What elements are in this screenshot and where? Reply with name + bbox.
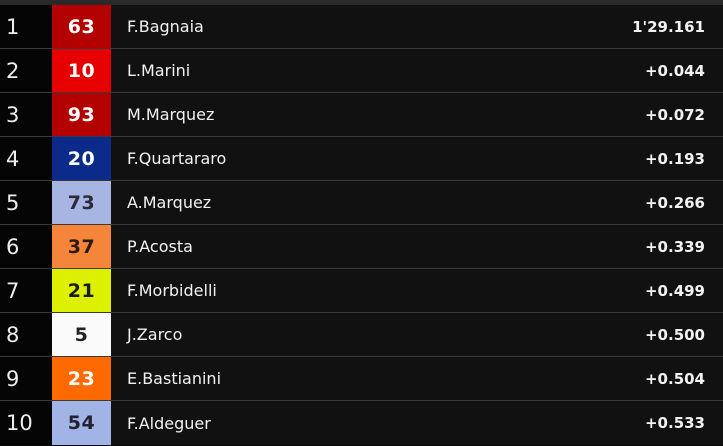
rider-number-badge: 93 bbox=[52, 93, 111, 136]
result-row[interactable]: 1 63 F.Bagnaia 1'29.161 bbox=[0, 5, 723, 49]
position: 4 bbox=[0, 137, 52, 180]
results-table: 1 63 F.Bagnaia 1'29.161 2 10 L.Marini +0… bbox=[0, 5, 723, 445]
lap-time: +0.044 bbox=[644, 61, 705, 80]
rider-name: A.Marquez bbox=[127, 193, 212, 212]
rider-name: P.Acosta bbox=[127, 237, 193, 256]
result-row[interactable]: 10 54 F.Aldeguer +0.533 bbox=[0, 401, 723, 445]
rider-number-badge: 37 bbox=[52, 225, 111, 268]
position: 7 bbox=[0, 269, 52, 312]
rider-number-badge: 5 bbox=[52, 313, 111, 356]
lap-time: +0.499 bbox=[644, 281, 705, 300]
lap-time: 1'29.161 bbox=[632, 17, 705, 36]
position: 5 bbox=[0, 181, 52, 224]
rider-number-badge: 20 bbox=[52, 137, 111, 180]
lap-time: +0.193 bbox=[644, 149, 705, 168]
result-row[interactable]: 7 21 F.Morbidelli +0.499 bbox=[0, 269, 723, 313]
position: 9 bbox=[0, 357, 52, 400]
rider-name: F.Quartararo bbox=[127, 149, 227, 168]
result-row[interactable]: 8 5 J.Zarco +0.500 bbox=[0, 313, 723, 357]
position: 2 bbox=[0, 49, 52, 92]
rider-number-badge: 23 bbox=[52, 357, 111, 400]
result-row[interactable]: 5 73 A.Marquez +0.266 bbox=[0, 181, 723, 225]
position: 10 bbox=[0, 401, 52, 445]
position: 1 bbox=[0, 5, 52, 48]
rider-number-badge: 54 bbox=[52, 401, 111, 445]
lap-time: +0.072 bbox=[644, 105, 705, 124]
rider-number-badge: 73 bbox=[52, 181, 111, 224]
result-row[interactable]: 4 20 F.Quartararo +0.193 bbox=[0, 137, 723, 181]
rider-name: J.Zarco bbox=[127, 325, 183, 344]
lap-time: +0.500 bbox=[644, 325, 705, 344]
top-bar bbox=[0, 0, 723, 5]
rider-name: E.Bastianini bbox=[127, 369, 222, 388]
lap-time: +0.339 bbox=[644, 237, 705, 256]
lap-time: +0.504 bbox=[644, 369, 705, 388]
rider-name: M.Marquez bbox=[127, 105, 215, 124]
rider-name: F.Morbidelli bbox=[127, 281, 217, 300]
lap-time: +0.533 bbox=[644, 414, 705, 432]
rider-name: F.Aldeguer bbox=[127, 413, 211, 433]
rider-number-badge: 63 bbox=[52, 5, 111, 48]
rider-name: F.Bagnaia bbox=[127, 17, 204, 36]
result-row[interactable]: 9 23 E.Bastianini +0.504 bbox=[0, 357, 723, 401]
rider-name: L.Marini bbox=[127, 61, 191, 80]
rider-number-badge: 10 bbox=[52, 49, 111, 92]
lap-time: +0.266 bbox=[644, 193, 705, 212]
rider-number-badge: 21 bbox=[52, 269, 111, 312]
result-row[interactable]: 2 10 L.Marini +0.044 bbox=[0, 49, 723, 93]
position: 3 bbox=[0, 93, 52, 136]
result-row[interactable]: 3 93 M.Marquez +0.072 bbox=[0, 93, 723, 137]
result-row[interactable]: 6 37 P.Acosta +0.339 bbox=[0, 225, 723, 269]
position: 6 bbox=[0, 225, 52, 268]
position: 8 bbox=[0, 313, 52, 356]
